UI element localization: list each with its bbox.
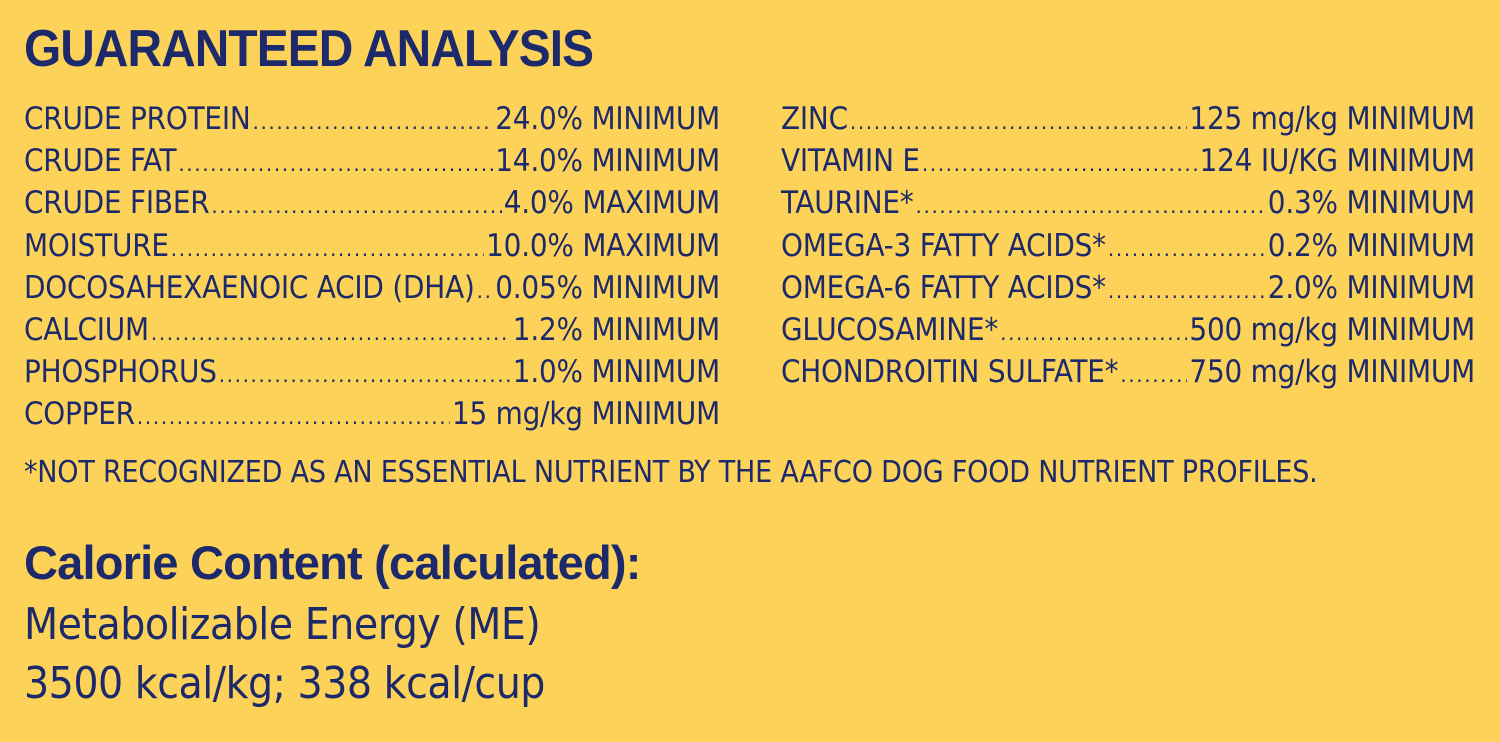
nutrient-row: PHOSPHORUS 1.0% MINIMUM <box>24 351 720 393</box>
nutrient-label: PHOSPHORUS <box>24 354 217 391</box>
nutrient-label: COPPER <box>24 396 135 433</box>
metabolizable-energy-label: Metabolizable Energy (ME) <box>24 599 541 650</box>
nutrient-label: DOCOSAHEXAENOIC ACID (DHA) <box>24 269 475 306</box>
nutrient-row: MOISTURE 10.0% MAXIMUM <box>24 225 720 267</box>
nutrient-value: 2.0% MINIMUM <box>1267 269 1475 306</box>
aafco-footnote: *NOT RECOGNIZED AS AN ESSENTIAL NUTRIENT… <box>24 455 1318 490</box>
nutrient-value: 0.2% MINIMUM <box>1267 227 1475 264</box>
nutrient-label: ZINC <box>781 101 848 137</box>
nutrient-label: CHONDROITIN SULFATE* <box>781 354 1119 391</box>
dot-leader <box>253 101 494 143</box>
nutrient-row: VITAMIN E 124 IU/KG MINIMUM <box>781 140 1475 182</box>
dot-leader <box>1108 270 1266 312</box>
nutrient-row: OMEGA-3 FATTY ACIDS* 0.2% MINIMUM <box>781 225 1475 267</box>
nutrient-value: 24.0% MINIMUM <box>495 101 720 137</box>
nutrient-label: GLUCOSAMINE* <box>781 311 999 348</box>
calorie-values: 3500 kcal/kg; 338 kcal/cup <box>24 658 545 709</box>
dot-leader <box>916 185 1266 227</box>
nutrient-row: CRUDE FIBER 4.0% MAXIMUM <box>24 182 720 224</box>
nutrient-row: DOCOSAHEXAENOIC ACID (DHA) 0.05% MINIMUM <box>24 267 720 309</box>
nutrient-label: MOISTURE <box>24 227 169 264</box>
dot-leader <box>477 270 494 312</box>
nutrient-label: CALCIUM <box>24 311 149 348</box>
dot-leader <box>922 143 1198 185</box>
nutrient-value: 1.0% MINIMUM <box>512 354 720 391</box>
nutrient-label: TAURINE* <box>781 185 914 222</box>
nutrient-row: COPPER 15 mg/kg MINIMUM <box>24 393 720 435</box>
calorie-content-heading: Calorie Content (calculated): <box>24 536 641 589</box>
nutrient-value: 15 mg/kg MINIMUM <box>451 396 720 433</box>
nutrient-row: CRUDE FAT 14.0% MINIMUM <box>24 140 720 182</box>
nutrient-row: GLUCOSAMINE* 500 mg/kg MINIMUM <box>781 309 1475 351</box>
nutrient-label: OMEGA-3 FATTY ACIDS* <box>781 227 1106 264</box>
dot-leader <box>1120 354 1187 396</box>
dot-leader <box>171 228 484 270</box>
nutrient-label: VITAMIN E <box>781 143 920 180</box>
nutrient-label: CRUDE FIBER <box>24 185 210 222</box>
dot-leader <box>211 185 501 227</box>
nutrient-value: 0.05% MINIMUM <box>495 269 720 306</box>
page-title: GUARANTEED ANALYSIS <box>24 20 594 78</box>
nutrient-value: 0.3% MINIMUM <box>1267 185 1475 222</box>
nutrient-row: CHONDROITIN SULFATE* 750 mg/kg MINIMUM <box>781 351 1475 393</box>
dot-leader <box>1108 228 1266 270</box>
nutrient-list-left: CRUDE PROTEIN 24.0% MINIMUM CRUDE FAT 14… <box>24 98 720 436</box>
nutrient-row: OMEGA-6 FATTY ACIDS* 2.0% MINIMUM <box>781 267 1475 309</box>
nutrient-value: 124 IU/KG MINIMUM <box>1199 143 1476 180</box>
nutrient-label: CRUDE PROTEIN <box>24 101 251 137</box>
nutrient-label: CRUDE FAT <box>24 143 177 180</box>
dot-leader <box>1000 312 1187 354</box>
dot-leader <box>219 354 511 396</box>
nutrient-value: 500 mg/kg MINIMUM <box>1189 311 1475 348</box>
nutrient-row: ZINC 125 mg/kg MINIMUM <box>781 98 1475 140</box>
nutrient-list-right: ZINC 125 mg/kg MINIMUM VITAMIN E 124 IU/… <box>781 98 1475 393</box>
dot-leader <box>850 101 1188 143</box>
nutrient-value: 750 mg/kg MINIMUM <box>1189 354 1475 391</box>
dot-leader <box>151 312 511 354</box>
nutrient-value: 125 mg/kg MINIMUM <box>1189 101 1475 137</box>
nutrient-value: 10.0% MAXIMUM <box>486 227 720 264</box>
nutrient-value: 4.0% MAXIMUM <box>503 185 721 222</box>
dot-leader <box>137 396 450 438</box>
nutrient-value: 1.2% MINIMUM <box>512 311 720 348</box>
nutrient-row: TAURINE* 0.3% MINIMUM <box>781 182 1475 224</box>
nutrient-label: OMEGA-6 FATTY ACIDS* <box>781 269 1106 306</box>
nutrient-value: 14.0% MINIMUM <box>495 143 720 180</box>
nutrient-row: CALCIUM 1.2% MINIMUM <box>24 309 720 351</box>
dot-leader <box>178 143 493 185</box>
nutrient-row: CRUDE PROTEIN 24.0% MINIMUM <box>24 98 720 140</box>
